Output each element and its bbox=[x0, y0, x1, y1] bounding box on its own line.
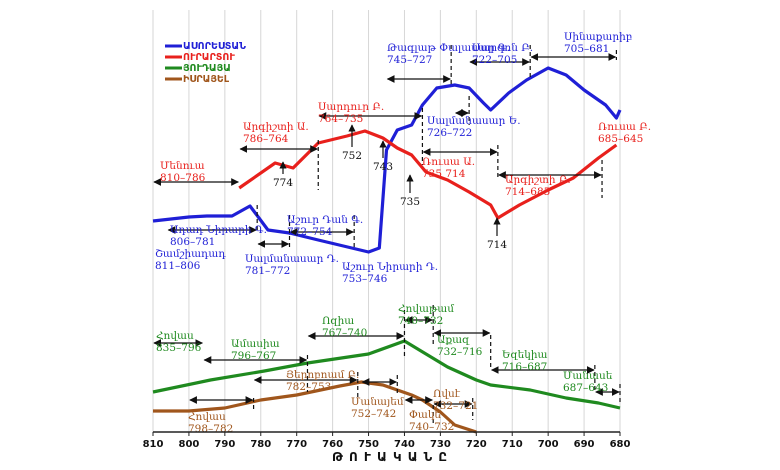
reign-years-amasia: 796–767 bbox=[231, 350, 276, 362]
x-tick-label-710: 710 bbox=[502, 439, 523, 450]
x-tick-label-680: 680 bbox=[610, 439, 631, 450]
reign-years-hoshea: 732–721 bbox=[433, 400, 478, 412]
reign-name-argisti1: Արգիշտի Ա. bbox=[243, 121, 309, 133]
x-tick-label-740: 740 bbox=[394, 439, 415, 450]
reign-name-tiglat: Թագլաթ Փալասար Գ. bbox=[387, 42, 510, 54]
reign-years-ashurnir: 753–746 bbox=[342, 273, 388, 285]
x-tick-label-810: 810 bbox=[143, 439, 164, 450]
reign-name-sinaxerib: Սինաքարիբ bbox=[564, 31, 632, 43]
reign-years-salman5: 726–722 bbox=[427, 127, 472, 139]
reign-years-rusa2: 685–645 bbox=[598, 133, 643, 145]
x-tick-label-800: 800 bbox=[178, 439, 199, 450]
reign-years-menahem: 752–742 bbox=[351, 408, 396, 420]
reign-name-jeroboam: Յերոբոամ Բ. bbox=[286, 369, 359, 381]
x-tick-label-720: 720 bbox=[466, 439, 487, 450]
reign-years-sinaxerib: 705–681 bbox=[564, 43, 609, 55]
legend-label-0: ԱՍՈՐԵՍՏԱՆ bbox=[183, 41, 246, 52]
reign-name-ahaz: Աքազ bbox=[437, 334, 470, 346]
marker-label-743: 743 bbox=[373, 161, 393, 173]
x-tick-label-760: 760 bbox=[322, 439, 343, 450]
x-axis-title: Թ Ո Ւ Ա Կ Ա Ն Ը bbox=[332, 450, 448, 464]
reign-name-rusa2: Ռուսա Բ. bbox=[598, 121, 651, 133]
reign-name-rusa1: Ռուսա Ա. bbox=[422, 156, 475, 168]
reign-name-ashurnir: Աշուր Նիրարի Դ. bbox=[342, 261, 438, 273]
reign-years-hovas-i: 798–782 bbox=[188, 423, 233, 435]
reign-years-manase: 687–643 bbox=[563, 382, 608, 394]
marker-label-735: 735 bbox=[400, 196, 420, 208]
reign-years-hovatam: 740–732 bbox=[398, 315, 443, 327]
reign-name-ezekia: Եզեկիա bbox=[502, 349, 548, 361]
reign-years-argisti1: 786–764 bbox=[243, 133, 289, 145]
reign-years-hovas-j: 835–796 bbox=[156, 342, 202, 354]
reign-name-shamshi: Շամշիադադ bbox=[155, 248, 226, 260]
marker-label-774: 774 bbox=[273, 177, 293, 189]
reign-name-menahem: Մանայեմ bbox=[351, 396, 404, 408]
reign-name-salman4: Սալմանասար Դ. bbox=[245, 253, 339, 265]
marker-label-752: 752 bbox=[342, 150, 362, 162]
reign-name-ozia: Ոզիա bbox=[322, 315, 354, 327]
reign-name-ashur3: Աշուր Դան Գ. bbox=[287, 214, 363, 226]
reign-name-sargon: Սարգոն Բ. bbox=[472, 42, 533, 54]
x-tick-label-730: 730 bbox=[430, 439, 451, 450]
x-tick-label-690: 690 bbox=[574, 439, 595, 450]
reign-years-salman4: 781–772 bbox=[245, 265, 290, 277]
x-tick-label-770: 770 bbox=[286, 439, 307, 450]
x-tick-label-780: 780 bbox=[250, 439, 271, 450]
reign-years-jeroboam: 782–753 bbox=[286, 381, 331, 393]
reign-name-hovas-i: Հովաս bbox=[188, 411, 226, 423]
reign-years-ahaz: 732–716 bbox=[437, 346, 483, 358]
reign-spans bbox=[153, 45, 621, 425]
reign-name-men-asr: Մենուա bbox=[160, 160, 205, 172]
reign-name-manase: Մանասե bbox=[563, 370, 613, 382]
reign-years-men-asr: 810–786 bbox=[160, 172, 206, 184]
reign-years-tiglat: 745–727 bbox=[387, 54, 432, 66]
legend-label-1: ՈՒՐԱՐՏՈՒ bbox=[183, 52, 235, 63]
reign-name-salman5: Սալմանասար Ե. bbox=[427, 115, 521, 127]
reign-name-argisti2: Արգիշտի Բ. bbox=[505, 174, 571, 186]
x-axis: 810 800 790 780 770 760 750 740 730 720 710 700 690 6… bbox=[143, 431, 631, 464]
year-markers: 774 752 743 735 714 bbox=[273, 124, 507, 251]
reign-name-sarduri2: Սարդուր Բ. bbox=[318, 101, 384, 113]
reign-years-shamshi: 811–806 bbox=[155, 260, 201, 272]
reign-years-sargon: 722–705 bbox=[472, 54, 517, 66]
reign-years-pekah: 740–732 bbox=[409, 421, 454, 433]
x-tick-label-790: 790 bbox=[214, 439, 235, 450]
reign-years-adad: 806–781 bbox=[170, 236, 215, 248]
reign-name-pekah: Փակե bbox=[409, 409, 441, 421]
reign-name-hovatam: Հովաթամ bbox=[398, 303, 454, 315]
reign-years-ashur3: 772–754 bbox=[287, 226, 333, 238]
x-tick-label-750: 750 bbox=[358, 439, 379, 450]
reign-name-hovas-j: Հովաս bbox=[156, 330, 194, 342]
reign-name-hoshea: Ովսէ bbox=[433, 388, 461, 400]
reign-years-ezekia: 716–687 bbox=[502, 361, 547, 373]
series-line-2 bbox=[152, 339, 621, 410]
legend-label-2: ՅՈՒԴԱՅԱ bbox=[183, 63, 231, 74]
reign-name-amasia: Ամասիա bbox=[231, 338, 280, 350]
x-tick-label-700: 700 bbox=[538, 439, 559, 450]
reign-name-adad: Ադադ Նիրարի Գ. bbox=[170, 224, 267, 236]
marker-label-714: 714 bbox=[487, 239, 507, 251]
reign-years-rusa1: 735 714 bbox=[422, 168, 466, 180]
reign-years-argisti2: 714–685 bbox=[505, 186, 550, 198]
legend-label-3: ԻՍՐԱՅԵԼ bbox=[183, 74, 230, 85]
reign-years-ozia: 767–740 bbox=[322, 327, 367, 339]
reign-years-sarduri2: 764–735 bbox=[318, 113, 363, 125]
grid bbox=[152, 10, 621, 432]
series-line-0 bbox=[152, 66, 622, 254]
